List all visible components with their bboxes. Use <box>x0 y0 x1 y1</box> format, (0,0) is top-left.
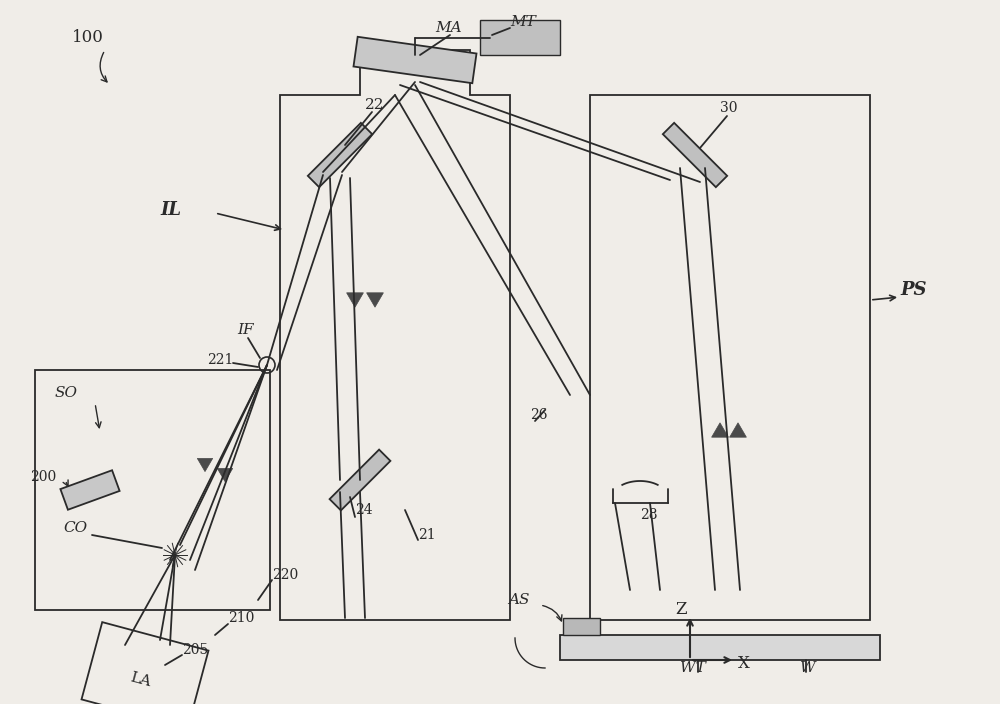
Polygon shape <box>480 20 560 55</box>
Polygon shape <box>663 122 727 187</box>
Polygon shape <box>353 37 477 83</box>
Polygon shape <box>712 423 728 437</box>
Text: MA: MA <box>435 21 462 35</box>
Text: IL: IL <box>160 201 181 219</box>
Text: 22: 22 <box>365 98 384 112</box>
Polygon shape <box>347 293 363 307</box>
Text: W: W <box>800 661 816 675</box>
Text: 210: 210 <box>228 611 254 625</box>
Polygon shape <box>197 458 213 472</box>
Text: 220: 220 <box>272 568 298 582</box>
Text: 205: 205 <box>182 643 208 657</box>
Polygon shape <box>217 468 233 482</box>
Text: SO: SO <box>55 386 78 400</box>
Polygon shape <box>563 618 600 635</box>
Text: LA: LA <box>128 670 152 689</box>
Text: 21: 21 <box>418 528 436 542</box>
Text: AS: AS <box>508 593 530 607</box>
Text: 200: 200 <box>30 470 56 484</box>
Polygon shape <box>60 470 120 510</box>
Polygon shape <box>35 370 270 610</box>
Text: IF: IF <box>237 323 254 337</box>
Text: 28: 28 <box>640 508 658 522</box>
Text: PS: PS <box>900 281 926 299</box>
Polygon shape <box>367 293 383 307</box>
Text: MT: MT <box>510 15 536 29</box>
Polygon shape <box>308 122 372 187</box>
Text: WT: WT <box>680 661 706 675</box>
Text: 26: 26 <box>530 408 548 422</box>
Text: X: X <box>738 655 750 672</box>
Text: CO: CO <box>63 521 87 535</box>
Polygon shape <box>330 450 390 510</box>
Text: Z: Z <box>675 601 686 619</box>
Polygon shape <box>730 423 746 437</box>
Text: 30: 30 <box>720 101 738 115</box>
Polygon shape <box>280 50 510 620</box>
Polygon shape <box>82 622 208 704</box>
Text: 100: 100 <box>72 30 104 46</box>
Polygon shape <box>590 95 870 620</box>
Polygon shape <box>560 635 880 660</box>
Text: 221: 221 <box>207 353 233 367</box>
Text: 24: 24 <box>355 503 373 517</box>
